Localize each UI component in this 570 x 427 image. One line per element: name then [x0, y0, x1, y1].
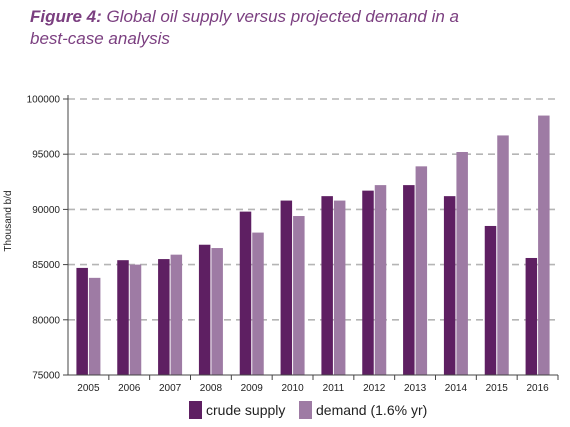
bar-demand [170, 254, 183, 375]
y-tick-label: 95000 [32, 150, 60, 161]
grid-lines [68, 98, 558, 321]
bars [76, 115, 550, 375]
y-tick-label: 80000 [32, 315, 60, 326]
figure-caption: Global oil supply versus projected deman… [30, 7, 459, 48]
bar-demand [129, 264, 142, 375]
x-tick-label: 2008 [200, 383, 223, 394]
chart-title: Figure 4: Global oil supply versus proje… [30, 6, 470, 50]
bar-crude-supply [525, 257, 538, 375]
x-tick-labels: 2005 2006 2007 2008 2009 2010 2011 2012 2013 2014… [77, 383, 549, 394]
bar-crude-supply [443, 196, 456, 375]
bar-demand [252, 232, 264, 375]
bar-demand [538, 115, 550, 375]
bar-crude-supply [321, 196, 333, 375]
legend-swatch-demand [299, 401, 312, 419]
x-tick-label: 2013 [404, 383, 427, 394]
bar-crude-supply [76, 267, 88, 375]
legend-swatch-crude-supply [189, 401, 202, 419]
y-tick-label: 100000 [27, 95, 61, 106]
legend-label-demand: demand (1.6% yr) [316, 402, 427, 418]
bar-demand [88, 277, 101, 375]
x-tick-label: 2005 [77, 383, 100, 394]
y-tick-labels: 75000 80000 85000 90000 95000 100000 [27, 95, 61, 382]
bar-crude-supply [158, 259, 170, 375]
y-tick-label: 85000 [32, 260, 60, 271]
x-tick-label: 2007 [159, 383, 182, 394]
bar-demand [333, 200, 346, 375]
legend: crude supply demand (1.6% yr) [189, 401, 427, 419]
bar-crude-supply [239, 211, 252, 375]
x-tick-label: 2010 [281, 383, 304, 394]
x-tick-label: 2012 [363, 383, 386, 394]
bar-demand [211, 248, 223, 375]
bar-demand [497, 135, 509, 375]
bar-demand [374, 185, 387, 375]
x-tick-label: 2015 [486, 383, 509, 394]
bar-demand [293, 216, 305, 375]
bar-crude-supply [280, 200, 293, 375]
figure-label: Figure 4: [30, 7, 102, 26]
x-tick-label: 2011 [323, 383, 345, 394]
bar-demand [415, 166, 428, 375]
axes [63, 95, 559, 380]
y-axis-label: Thousand b/d [3, 190, 14, 251]
x-tick-label: 2009 [241, 383, 264, 394]
bar-crude-supply [198, 244, 211, 375]
bar-crude-supply [403, 185, 415, 375]
bar-crude-supply [362, 190, 374, 375]
bar-crude-supply [117, 260, 129, 375]
bar-demand [456, 151, 468, 375]
y-tick-label: 90000 [32, 205, 60, 216]
x-tick-label: 2006 [118, 383, 141, 394]
x-tick-label: 2014 [445, 383, 468, 394]
x-tick-label: 2016 [526, 383, 549, 394]
bar-crude-supply [484, 225, 497, 375]
y-tick-label: 75000 [32, 371, 60, 382]
legend-label-crude-supply: crude supply [206, 402, 285, 418]
